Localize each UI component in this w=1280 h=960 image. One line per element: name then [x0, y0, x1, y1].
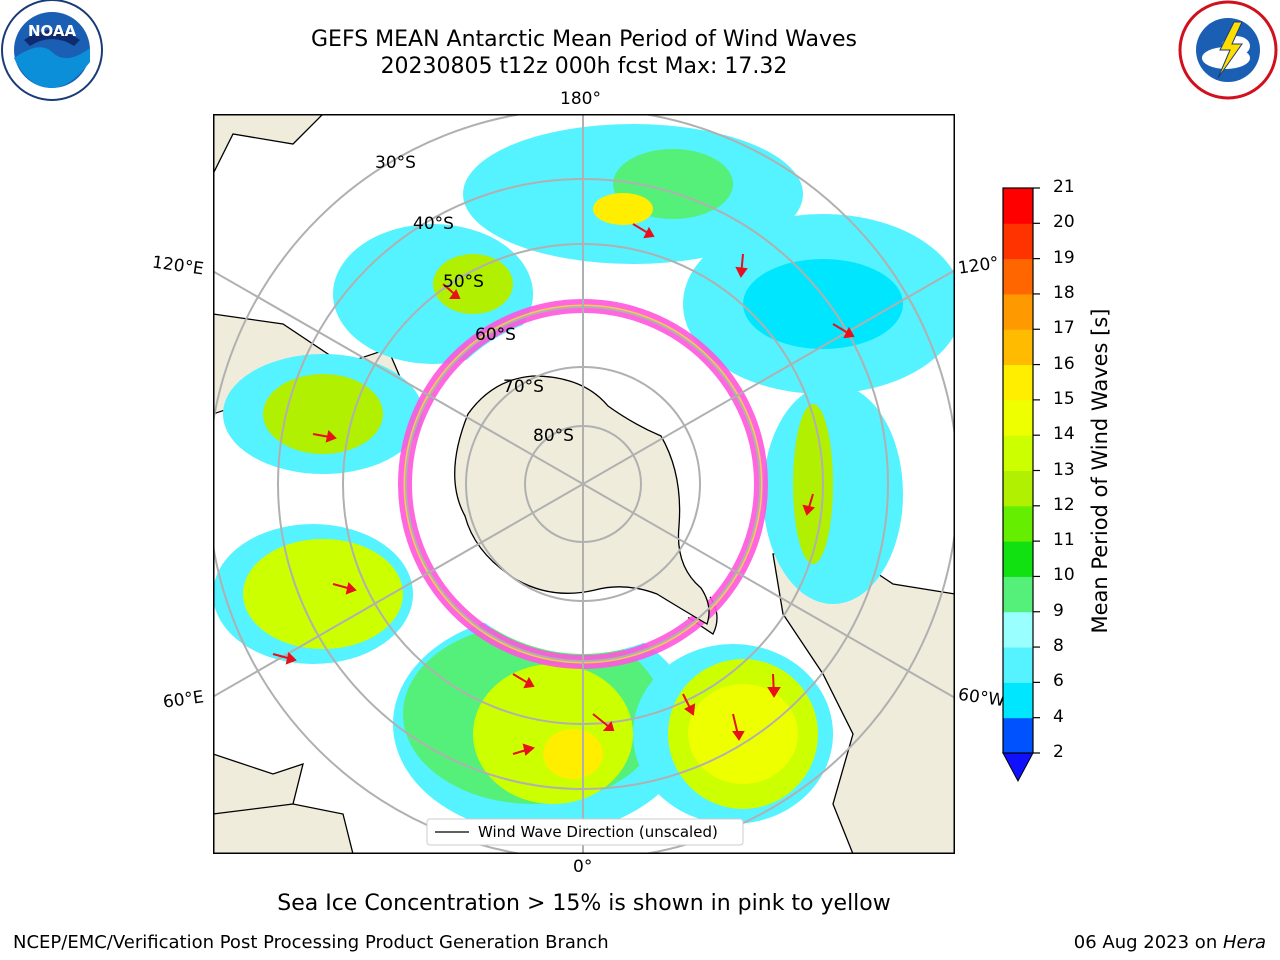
colorbar-swatch [1003, 188, 1033, 224]
colorbar-swatch [1003, 399, 1033, 436]
lon-label-180: 180° [560, 89, 601, 109]
lon-label-60w: 60°W [956, 684, 1007, 712]
colorbar-swatch [1003, 223, 1033, 260]
wave-arrow [592, 713, 615, 731]
colorbar-tick-label: 17 [1053, 318, 1075, 339]
wave-arrow [512, 743, 535, 756]
colorbar-swatch [1003, 293, 1033, 330]
footer-host: Hera [1222, 932, 1266, 953]
polar-map: 30°S 40°S 50°S 60°S 70°S 80°S Wind Wave … [213, 114, 955, 854]
wave-arrow [832, 323, 855, 339]
lat-label-70: 70°S [503, 377, 544, 397]
colorbar-tick-label: 11 [1053, 530, 1075, 551]
colorbar-swatch [1003, 258, 1033, 295]
noaa-logo: NOAA [1, 0, 103, 101]
colorbar-tick-label: 2 [1053, 742, 1064, 762]
colorbar-under-arrow [1002, 752, 1034, 783]
map-frame [213, 114, 955, 854]
chart-subtitle: 20230805 t12z 000h fcst Max: 17.32 [380, 54, 788, 79]
map-legend: Wind Wave Direction (unscaled) [426, 818, 744, 846]
wave-arrow [332, 582, 357, 595]
colorbar-swatch [1003, 717, 1033, 754]
colorbar [1002, 187, 1040, 783]
colorbar-tick-label: 18 [1053, 282, 1075, 303]
nws-logo [1178, 0, 1278, 100]
colorbar-swatch [1003, 329, 1033, 366]
colorbar-tick-label: 19 [1053, 247, 1075, 268]
lon-label-120w: 120° [956, 253, 1001, 279]
colorbar-swatch [1003, 576, 1033, 613]
wave-arrow [312, 430, 337, 443]
colorbar-swatch [1003, 505, 1033, 542]
colorbar-tick-label: 21 [1053, 177, 1075, 197]
colorbar-label: Mean Period of Wind Waves [s] [1088, 308, 1112, 634]
colorbar-swatch [1003, 682, 1033, 719]
colorbar-tick-label: 20 [1053, 212, 1075, 233]
wave-arrows [272, 223, 855, 756]
lon-label-60e: 60°E [161, 687, 206, 713]
wave-arrow [442, 283, 461, 299]
colorbar-swatch [1003, 541, 1033, 577]
colorbar-swatch [1003, 364, 1033, 401]
colorbar-swatch [1003, 611, 1033, 648]
colorbar-swatch [1003, 435, 1033, 471]
legend-label: Wind Wave Direction (unscaled) [478, 823, 718, 841]
colorbar-tick-label: 13 [1053, 459, 1075, 480]
wave-arrow [272, 652, 297, 665]
wave-arrow [735, 253, 748, 278]
colorbar-tick-label: 15 [1053, 388, 1075, 409]
antarctica [454, 375, 710, 625]
lat-label-60: 60°S [475, 325, 516, 345]
wave-arrow [632, 223, 655, 239]
colorbar-tick-label: 4 [1053, 706, 1064, 727]
lon-label-120e: 120°E [150, 252, 205, 280]
colorbar-tick-label: 9 [1053, 600, 1064, 621]
wave-arrow [802, 493, 815, 516]
colorbar-tick-label: 10 [1053, 565, 1075, 586]
lat-label-80: 80°S [533, 426, 574, 446]
sea-ice-caption: Sea Ice Concentration > 15% is shown in … [277, 891, 891, 916]
wave-arrow [732, 713, 745, 741]
colorbar-tick-label: 16 [1053, 353, 1075, 374]
lat-label-30: 30°S [375, 153, 416, 173]
lat-label-50: 50°S [443, 272, 484, 292]
footer-date-text: 06 Aug 2023 on [1073, 932, 1223, 953]
colorbar-swatch [1003, 470, 1033, 507]
lat-label-40: 40°S [413, 214, 454, 234]
colorbar-tick-label: 6 [1053, 671, 1064, 692]
colorbar-tick-label: 14 [1053, 424, 1075, 445]
lon-label-0: 0° [573, 857, 593, 877]
wave-arrow [512, 673, 535, 689]
land-australia-tip [213, 114, 324, 175]
footer-date: 06 Aug 2023 on Hera [1074, 932, 1266, 953]
noaa-logo-text: NOAA [28, 22, 77, 40]
chart-title: GEFS MEAN Antarctic Mean Period of Wind … [311, 27, 857, 52]
colorbar-tick-label: 12 [1053, 494, 1075, 515]
land-africa [213, 803, 354, 854]
wave-arrow [682, 693, 696, 716]
footer-credit: NCEP/EMC/Verification Post Processing Pr… [13, 932, 609, 953]
colorbar-tick-label: 8 [1053, 636, 1064, 657]
wave-arrow [767, 673, 781, 698]
colorbar-swatch [1003, 647, 1033, 683]
